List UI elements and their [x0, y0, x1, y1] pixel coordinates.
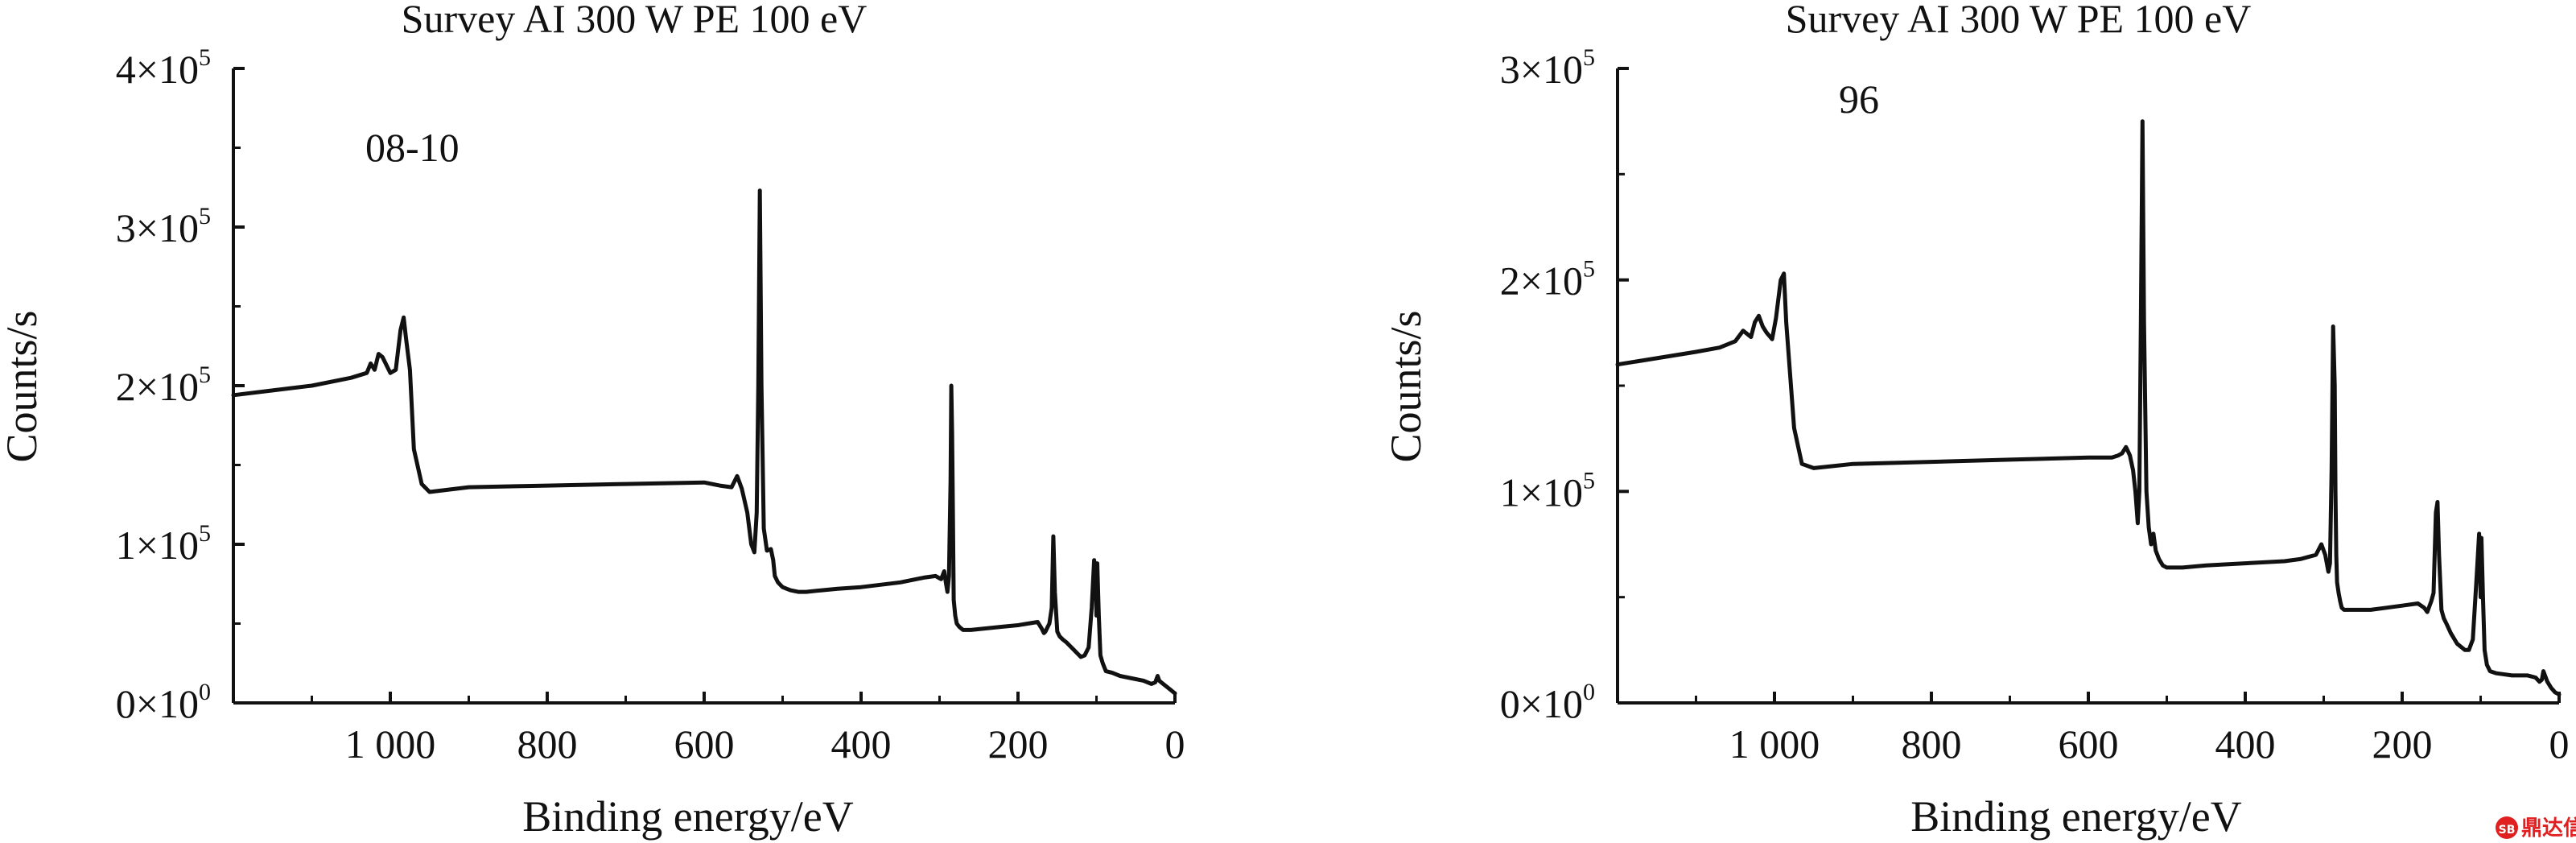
- x-tick-label: 800: [517, 721, 578, 767]
- chart-right: Survey AI 300 W PE 100 eV 96 Counts/s Bi…: [1382, 0, 2570, 841]
- spectrum-line: [1615, 119, 2562, 696]
- y-ticks: 0×100 1×105 2×105 3×105: [1500, 44, 1629, 726]
- x-tick-label: 1 000: [1729, 721, 1820, 767]
- spectrum-line: [231, 188, 1177, 696]
- x-tick-label: 800: [1902, 721, 1962, 767]
- watermark-text: 鼎达信: [2521, 816, 2576, 841]
- watermark-badge-icon: [2496, 816, 2518, 839]
- y-tick-label: 2×105: [1500, 256, 1595, 304]
- y-ticks: 0×100 1×105 2×105 3×105 4×105: [116, 44, 245, 726]
- x-tick-label: 200: [988, 721, 1049, 767]
- x-axis-label: Binding energy/eV: [1910, 792, 2241, 841]
- y-tick-label: 3×105: [1500, 44, 1595, 92]
- watermark: SB 鼎达信: [2496, 816, 2576, 841]
- x-tick-label: 200: [2372, 721, 2433, 767]
- y-tick-label: 3×105: [116, 203, 211, 250]
- y-tick-label: 2×105: [116, 362, 211, 409]
- sample-label: 96: [1839, 76, 1879, 122]
- x-ticks: 1 000 800 600 400 200 0: [1695, 692, 2570, 767]
- x-tick-label: 600: [674, 721, 735, 767]
- y-tick-label: 4×105: [116, 44, 211, 92]
- y-tick-label: 1×105: [1500, 467, 1595, 514]
- axes: [1616, 68, 2559, 705]
- x-axis-label: Binding energy/eV: [522, 792, 853, 841]
- x-tick-label: 0: [2549, 721, 2570, 767]
- x-ticks: 1 000 800 600 400 200 0: [311, 692, 1185, 767]
- y-tick-label: 0×100: [116, 679, 211, 726]
- y-tick-label: 1×105: [116, 520, 211, 568]
- chart-left: Survey AI 300 W PE 100 eV 08-10 Counts/s…: [0, 0, 1185, 841]
- x-tick-label: 0: [1165, 721, 1185, 767]
- x-tick-label: 400: [831, 721, 892, 767]
- watermark-badge-text: SB: [2499, 824, 2516, 837]
- x-tick-label: 1 000: [345, 721, 436, 767]
- y-axis-label: Counts/s: [1382, 310, 1430, 462]
- y-tick-label: 0×100: [1500, 679, 1595, 726]
- x-tick-label: 600: [2059, 721, 2119, 767]
- chart-title: Survey AI 300 W PE 100 eV: [402, 0, 868, 41]
- sample-label: 08-10: [365, 125, 460, 170]
- y-axis-label: Counts/s: [0, 310, 46, 462]
- chart-title: Survey AI 300 W PE 100 eV: [1786, 0, 2252, 41]
- x-tick-label: 400: [2215, 721, 2276, 767]
